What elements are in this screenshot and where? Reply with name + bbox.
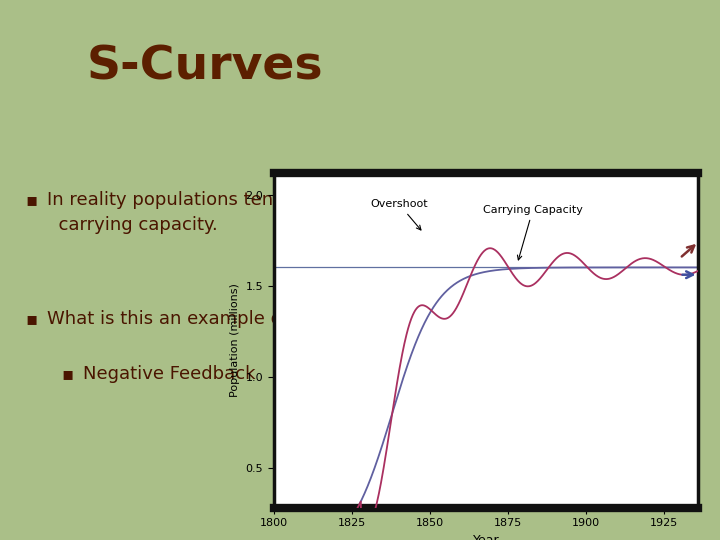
Text: S-Curves: S-Curves [86,45,323,90]
Text: Overshoot: Overshoot [370,199,428,230]
Text: ▪: ▪ [25,310,37,328]
Y-axis label: Population (millions): Population (millions) [230,284,240,397]
Text: Negative Feedback: Negative Feedback [83,366,256,383]
Text: Carrying Capacity: Carrying Capacity [483,205,582,260]
Text: ▪: ▪ [25,191,37,209]
X-axis label: Year: Year [473,534,499,540]
Text: In reality populations tend to fluctuate around the
  carrying capacity.: In reality populations tend to fluctuate… [47,191,498,234]
Text: ▪: ▪ [61,366,73,383]
Text: What is this an example of?: What is this an example of? [47,310,297,328]
